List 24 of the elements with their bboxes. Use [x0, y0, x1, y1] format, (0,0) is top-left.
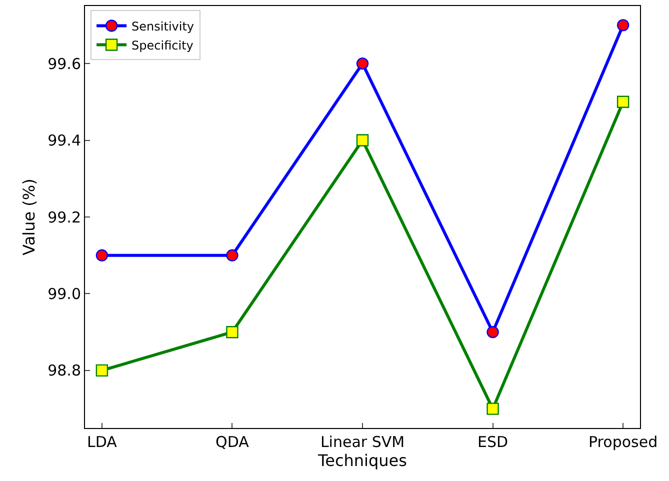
- point: [96, 364, 108, 377]
- y-tick-label: 99.4: [48, 132, 81, 150]
- y-axis-title: Value (%): [19, 178, 38, 256]
- legend-label: Sensitivity: [132, 19, 194, 34]
- x-tick-label: Linear SVM: [320, 433, 405, 451]
- legend-label: Specificity: [132, 38, 194, 52]
- point: [226, 326, 238, 338]
- y-tick-label: 99.6: [48, 54, 81, 73]
- y-tick-label: 98.8: [48, 362, 81, 380]
- y-tick-label: 99.0: [48, 284, 81, 303]
- point: [616, 19, 630, 32]
- point: [616, 96, 630, 108]
- point: [226, 249, 238, 262]
- x-tick-label: Proposed: [588, 433, 658, 451]
- point: [356, 134, 369, 146]
- x-tick-label: LDA: [86, 433, 118, 451]
- point: [356, 57, 369, 70]
- y-tick-label: 99.2: [48, 208, 81, 226]
- x-axis-title: Techniques: [317, 451, 407, 470]
- x-tick-label: QDA: [216, 433, 250, 451]
- point: [486, 402, 499, 415]
- point: [486, 326, 499, 338]
- point: [96, 249, 108, 262]
- x-tick-label: ESD: [478, 433, 508, 451]
